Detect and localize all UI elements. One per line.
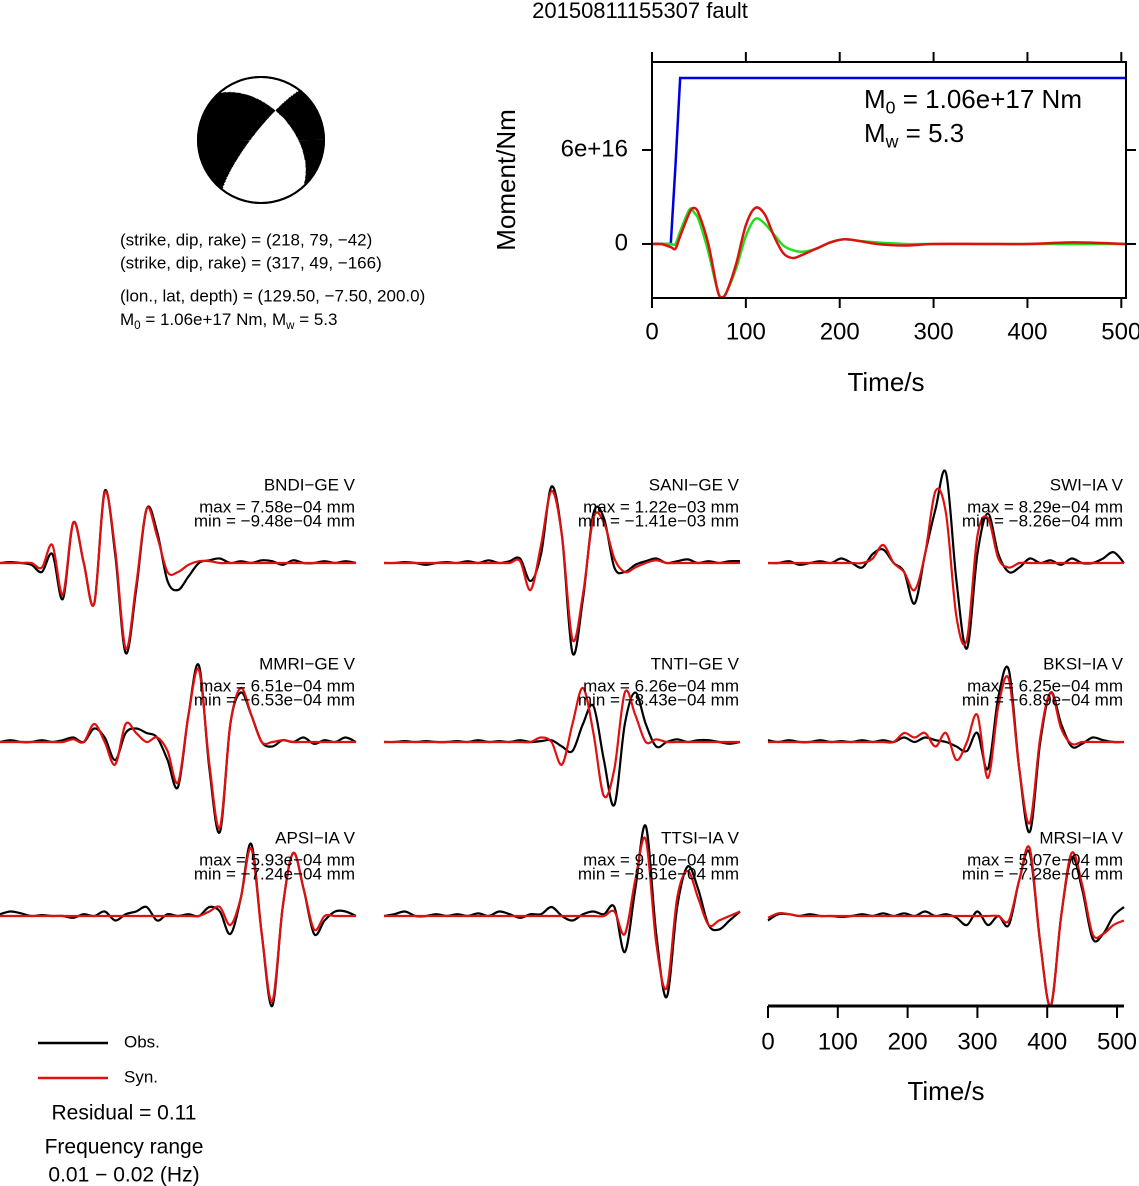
max-label: max = 7.58e−04 mm: [199, 497, 355, 516]
mechanism-label: (strike, dip, rake) = (317, 49, −166): [120, 253, 382, 272]
x-tick-label: 100: [726, 318, 766, 345]
moment-label: M0 = 1.06e+17 Nm, Mw = 5.3: [120, 310, 337, 331]
mechanism-label: (lon., lat, depth) = (129.50, −7.50, 200…: [120, 286, 425, 305]
x-tick-label: 400: [1027, 1028, 1067, 1055]
min-label: min = −6.89e−04 mm: [962, 690, 1123, 709]
min-label: min = −7.28e−04 mm: [962, 864, 1123, 883]
max-label: max = 6.25e−04 mm: [967, 676, 1123, 695]
station-label: MMRI−GE V: [259, 654, 356, 673]
synthetic-trace: [0, 667, 356, 830]
beachball-rim: [197, 76, 325, 204]
station-label: BKSI−IA V: [1043, 654, 1124, 673]
max-label: max = 8.29e−04 mm: [967, 497, 1123, 516]
max-label: max = 6.26e−04 mm: [583, 676, 739, 695]
synthetic-trace: [767, 845, 1125, 1008]
observed-trace: [0, 488, 357, 655]
note: Residual = 0.11: [52, 1102, 197, 1125]
x-tick-label: 100: [818, 1028, 858, 1055]
min-label: min = −9.48e−04 mm: [194, 511, 355, 530]
station-label: SANI−GE V: [649, 475, 740, 494]
synthetic-trace: [383, 836, 741, 991]
max-label: max = 6.51e−04 mm: [199, 676, 355, 695]
station-label: TNTI−GE V: [651, 654, 740, 673]
synthetic-trace: [0, 847, 356, 1003]
min-label: min = −8.43e−04 mm: [578, 690, 739, 709]
moment-label-part: M: [120, 310, 134, 329]
station-label: SWI−IA V: [1050, 475, 1124, 494]
min-label: min = −1.41e−03 mm: [578, 511, 739, 530]
min-label: min = −6.53e−04 mm: [194, 690, 355, 709]
note: Frequency range: [45, 1136, 204, 1159]
legend-label: Syn.: [124, 1067, 158, 1086]
moment-annotation-part: = 1.06e+17 Nm: [896, 84, 1082, 114]
moment-annotation: M0 = 1.06e+17 Nm: [864, 84, 1082, 117]
legend-label: Obs.: [124, 1032, 160, 1051]
min-label: min = −8.61e−04 mm: [578, 864, 739, 883]
x-tick-label: 400: [1007, 318, 1047, 345]
station-label: APSI−IA V: [275, 828, 356, 847]
synthetic-trace: [383, 489, 740, 643]
synthetic-trace: [383, 686, 740, 799]
moment-label-part: = 1.06e+17 Nm, M: [141, 310, 287, 329]
x-tick-label: 300: [914, 318, 954, 345]
plot-frame: [651, 61, 1127, 299]
x-tick-label: 200: [820, 318, 860, 345]
max-label: max = 5.07e−04 mm: [967, 850, 1123, 869]
moment-label-part: w: [285, 320, 295, 332]
x-tick-label: 0: [645, 318, 658, 345]
moment-label-part: = 5.3: [294, 310, 337, 329]
moment-annotation-part: M: [864, 84, 886, 114]
synthetic-trace: [767, 675, 1124, 825]
max-label: max = 1.22e−03 mm: [583, 497, 739, 516]
x-tick-label: 500: [1101, 318, 1139, 345]
moment-line: [651, 206, 1127, 299]
x-axis-label: Time/s: [847, 367, 924, 397]
min-label: min = −8.26e−04 mm: [962, 511, 1123, 530]
moment-annotation: Mw = 5.3: [864, 118, 964, 151]
y-tick-label: 6e+16: [561, 135, 628, 162]
x-tick-label: 0: [761, 1028, 774, 1055]
note: 0.01 − 0.02 (Hz): [48, 1164, 199, 1186]
moment-annotation-part: 0: [886, 97, 896, 117]
station-label: MRSI−IA V: [1039, 828, 1123, 847]
mechanism-label: (strike, dip, rake) = (218, 79, −42): [120, 230, 372, 249]
moment-line: [651, 207, 1126, 299]
x-tick-label: 200: [888, 1028, 928, 1055]
max-label: max = 9.10e−04 mm: [583, 850, 739, 869]
moment-label-part: 0: [134, 320, 140, 332]
beachball-compression: [198, 89, 324, 190]
moment-line: [652, 76, 1126, 246]
x-axis-label: Time/s: [907, 1076, 984, 1106]
synthetic-trace: [0, 490, 356, 650]
moment-annotation-part: M: [864, 118, 886, 148]
x-tick-label: 300: [957, 1028, 997, 1055]
synthetic-trace: [767, 487, 1124, 646]
y-axis-label: Moment/Nm: [491, 109, 521, 251]
station-label: BNDI−GE V: [264, 475, 356, 494]
station-label: TTSI−IA V: [661, 828, 740, 847]
y-tick-label: 0: [615, 229, 628, 256]
x-tick-label: 500: [1097, 1028, 1137, 1055]
min-label: min = −7.24e−04 mm: [194, 864, 355, 883]
moment-annotation-part: w: [885, 131, 899, 151]
figure-title: 20150811155307 fault: [532, 0, 748, 23]
moment-annotation-part: = 5.3: [898, 118, 964, 148]
max-label: max = 5.93e−04 mm: [199, 850, 355, 869]
